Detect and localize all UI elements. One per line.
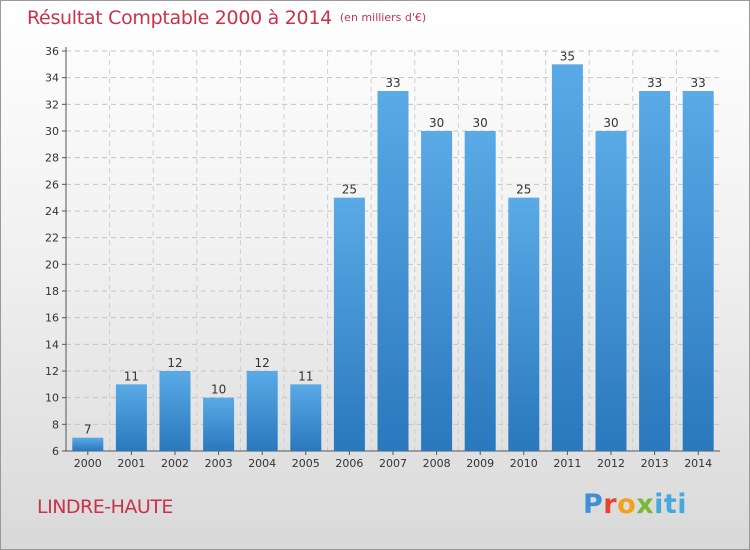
- y-tick-label: 22: [45, 232, 59, 245]
- data-label: 11: [124, 369, 139, 383]
- data-label: 33: [385, 76, 400, 90]
- logo-letter: o: [617, 489, 637, 520]
- chart-title-unit: (en milliers d'€): [339, 11, 427, 24]
- x-tick-label: 2011: [553, 457, 581, 470]
- x-tick-label: 2003: [205, 457, 233, 470]
- bar-layer: [72, 64, 714, 452]
- y-tick-label: 34: [45, 72, 59, 85]
- y-tick-label: 26: [45, 178, 59, 191]
- y-tick-label: 16: [45, 312, 59, 325]
- data-label: 12: [255, 356, 270, 370]
- y-tick-label: 10: [45, 392, 59, 405]
- y-tick-label: 8: [52, 418, 59, 431]
- logo-letter: r: [603, 489, 618, 520]
- data-label: 12: [167, 356, 182, 370]
- bar: [246, 371, 278, 451]
- data-label: 30: [473, 116, 488, 130]
- data-label: 25: [516, 183, 531, 197]
- y-tick-label: 36: [45, 45, 59, 58]
- data-label: 30: [429, 116, 444, 130]
- logo-letter: iti: [654, 489, 688, 520]
- y-tick-label: 30: [45, 125, 59, 138]
- data-label: 7: [84, 423, 92, 437]
- y-tick-label: 28: [45, 152, 59, 165]
- x-tick-label: 2002: [161, 457, 189, 470]
- x-tick-label: 2001: [117, 457, 145, 470]
- x-tick-label: 2000: [74, 457, 102, 470]
- bar: [639, 91, 671, 451]
- data-label: 10: [211, 383, 226, 397]
- x-tick-label: 2014: [684, 457, 712, 470]
- bar: [464, 131, 496, 451]
- y-tick-label: 20: [45, 258, 59, 271]
- y-tick-label: 24: [45, 205, 59, 218]
- bar: [508, 197, 540, 451]
- commune-name: LINDRE-HAUTE: [37, 496, 173, 518]
- x-tick-label: 2010: [510, 457, 538, 470]
- y-tick-label: 18: [45, 285, 59, 298]
- y-tick-label: 12: [45, 365, 59, 378]
- bar: [551, 64, 583, 452]
- bar: [290, 384, 322, 451]
- x-tick-label: 2012: [597, 457, 625, 470]
- y-tick-label: 32: [45, 98, 59, 111]
- x-tick-label: 2013: [641, 457, 669, 470]
- bar: [72, 437, 104, 451]
- bar: [595, 131, 627, 451]
- logo-letter: x: [636, 489, 655, 520]
- proxiti-logo[interactable]: Proxiti: [583, 489, 687, 520]
- x-tick-label: 2004: [248, 457, 276, 470]
- x-tick-label: 2009: [466, 457, 494, 470]
- axis-layer: 6 8 10 12 14 16 18 20 22 24 26 28 30 32 34 36 2000 2001 20…: [45, 45, 720, 470]
- y-tick-label: 6: [52, 445, 59, 458]
- x-tick-label: 2007: [379, 457, 407, 470]
- data-label: 33: [691, 76, 706, 90]
- bar: [682, 91, 714, 451]
- bar: [159, 371, 191, 451]
- bar: [203, 397, 235, 451]
- x-tick-label: 2008: [423, 457, 451, 470]
- bar: [333, 197, 365, 451]
- logo-letter: P: [583, 489, 604, 520]
- bar: [377, 91, 409, 451]
- data-label: 11: [298, 369, 313, 383]
- data-label: 33: [647, 76, 662, 90]
- bar: [421, 131, 453, 451]
- data-label: 35: [560, 49, 575, 63]
- bar: [115, 384, 147, 451]
- x-tick-label: 2005: [292, 457, 320, 470]
- label-layer: 7 11 12 10 12 11 25 33 30 30 25 35 30 33 33: [84, 49, 706, 436]
- data-label: 30: [603, 116, 618, 130]
- x-tick-label: 2006: [335, 457, 363, 470]
- data-label: 25: [342, 183, 357, 197]
- chart-title: Résultat Comptable 2000 à 2014 (en millie…: [27, 7, 426, 29]
- y-tick-label: 14: [45, 338, 59, 351]
- chart-title-main: Résultat Comptable 2000 à 2014: [27, 7, 332, 29]
